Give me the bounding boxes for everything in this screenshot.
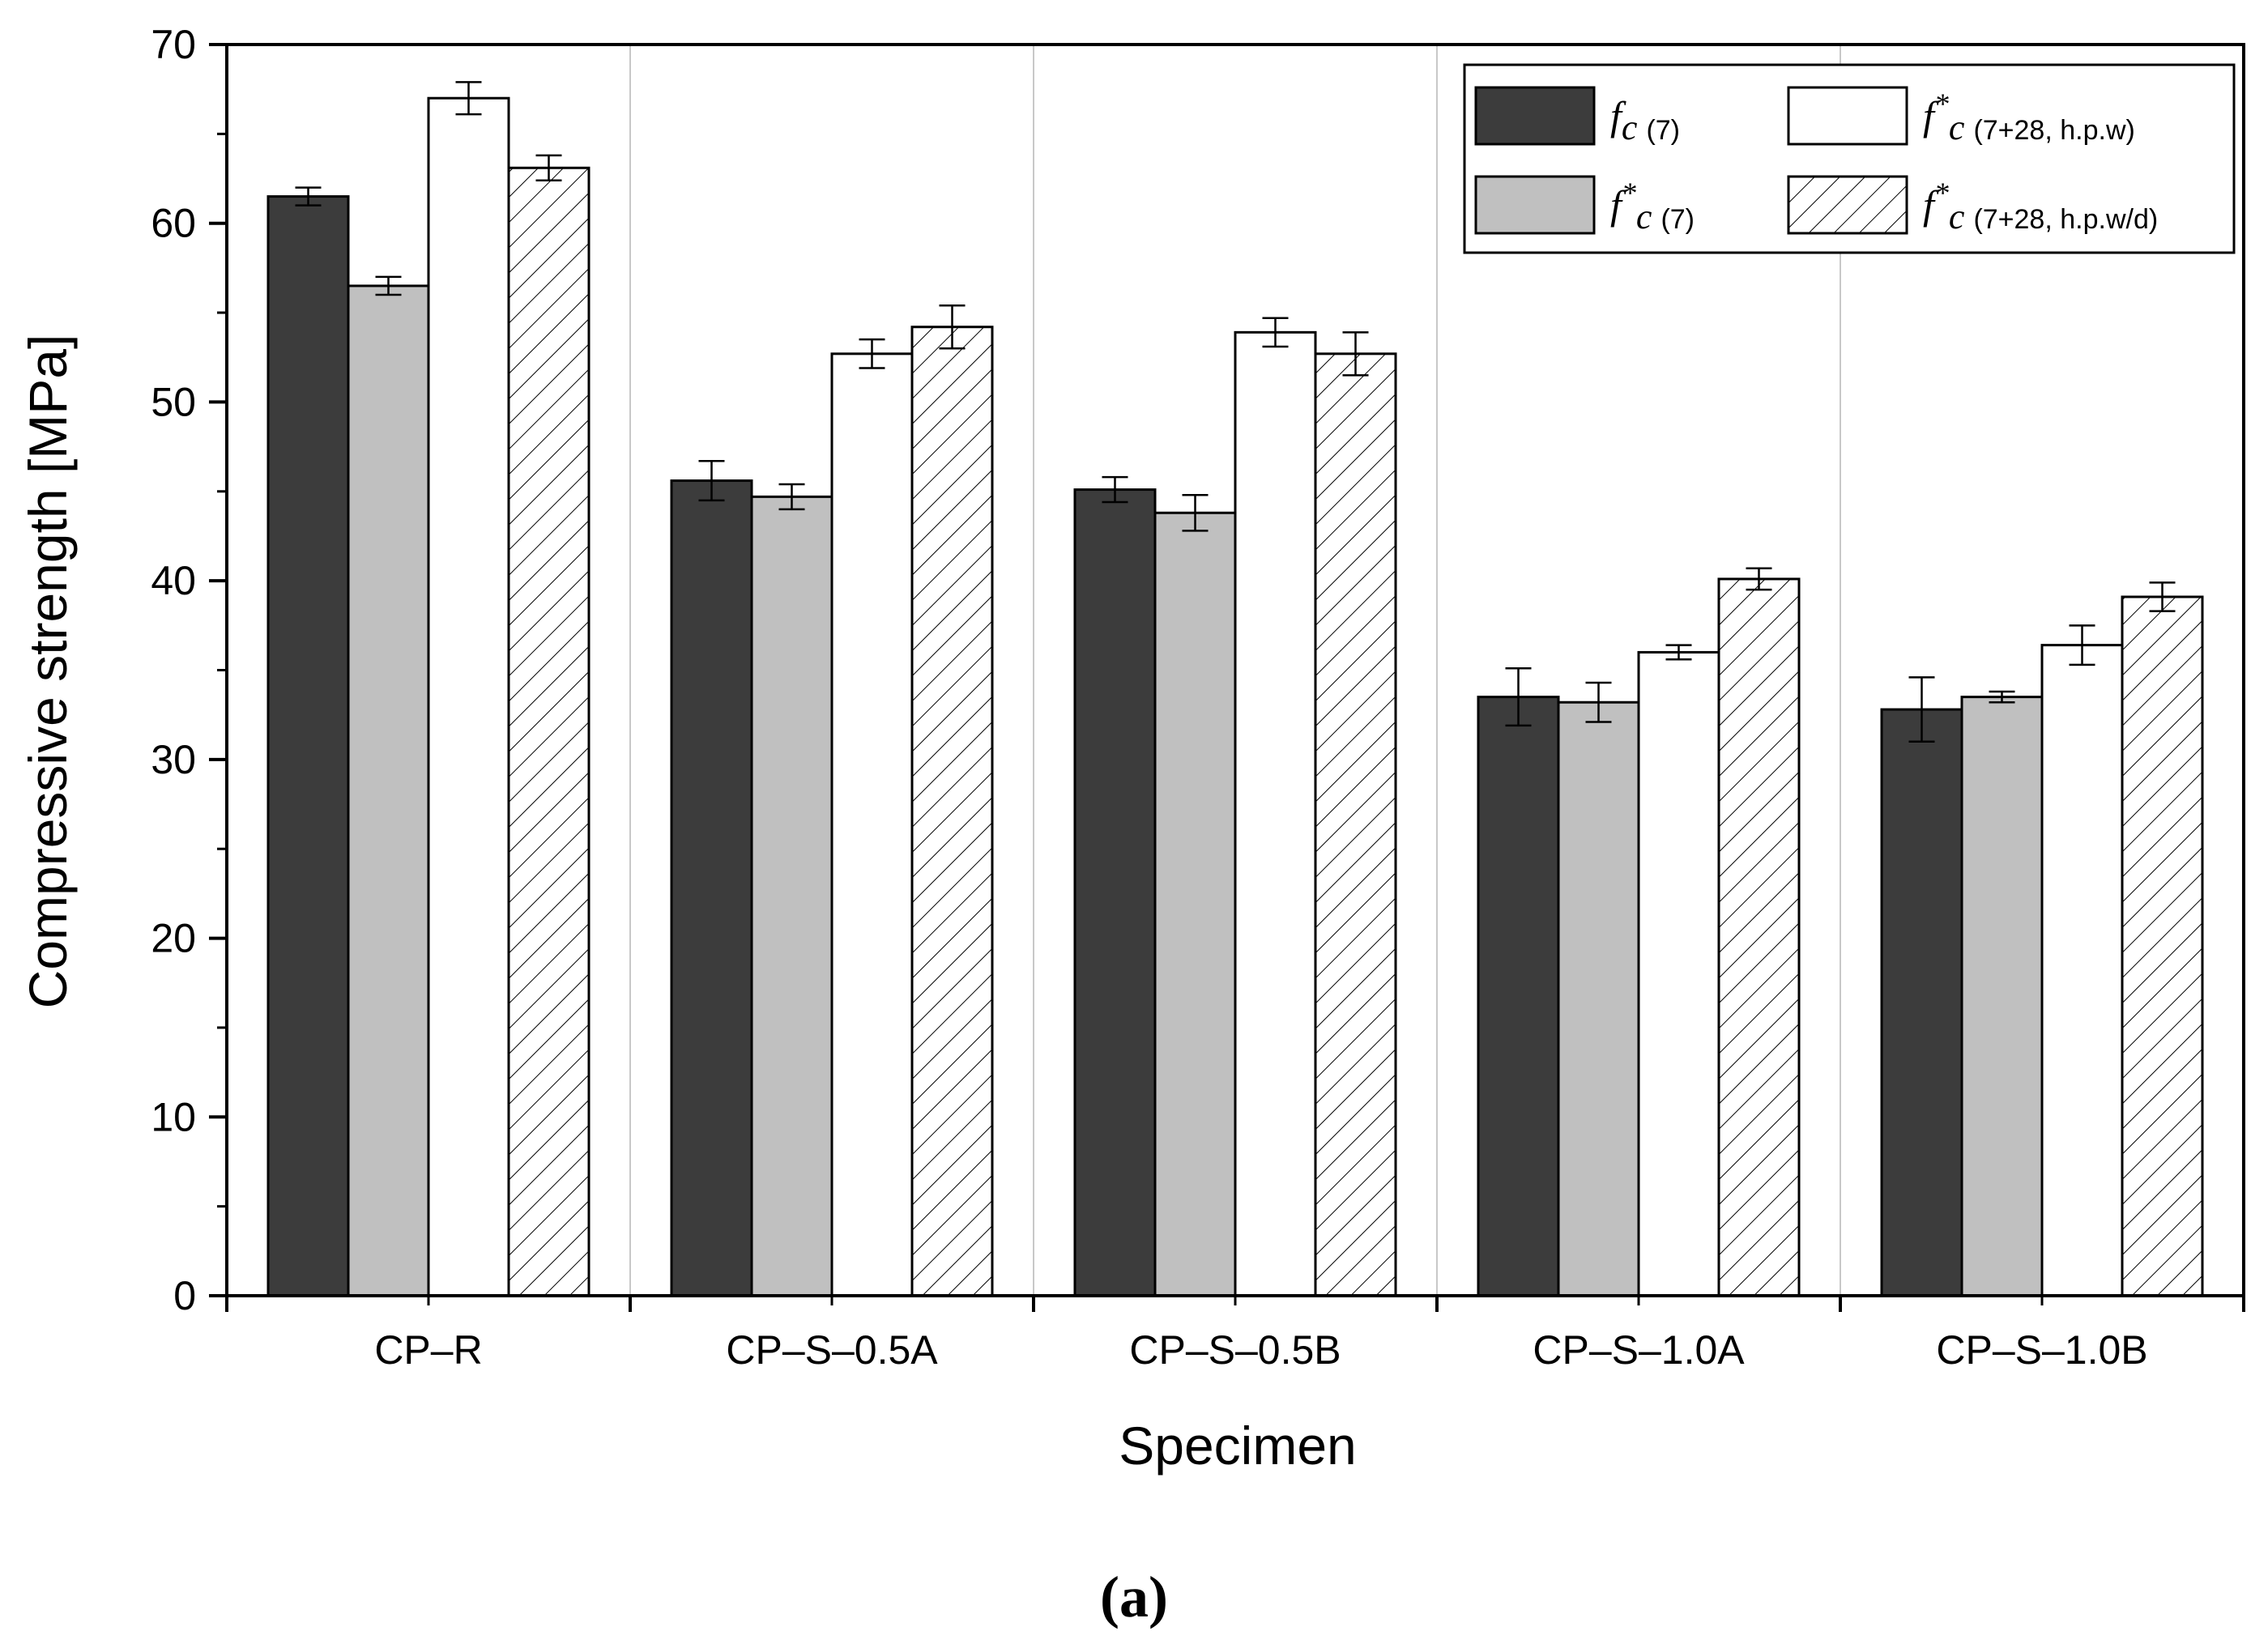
y-axis-title: Compressive strength [MPa] [18,334,78,1009]
bar [1314,352,1397,1297]
x-tick-label: CP–S–1.0A [1533,1327,1745,1373]
x-tick-label: CP–R [374,1327,482,1373]
bar [347,284,430,1297]
legend-swatch [1474,86,1596,146]
legend-swatch [1787,175,1908,235]
bars [266,81,2204,1297]
legend-label: f*c (7+28, h.p.w/d) [1923,177,2158,236]
bar [1880,708,1963,1297]
bar [1717,577,1801,1297]
axes: 0 10 20 30 40 50 60 70 CP–R CP–S–0.5A CP–S–0.5B CP–… [151,22,2245,1373]
bar [1153,511,1237,1297]
bar [1234,330,1317,1297]
x-tick-label: CP–S–0.5A [726,1327,938,1373]
y-tick-label: 70 [151,22,196,67]
y-tick-label: 50 [151,379,196,424]
bar [2040,644,2124,1297]
bar [266,195,350,1297]
y-tick-label: 30 [151,737,196,782]
bar [830,352,914,1297]
y-tick-label: 0 [173,1273,196,1318]
legend-label: fc (7) [1610,93,1680,147]
bar [427,96,510,1297]
bar [910,326,994,1297]
bar [1557,701,1640,1297]
bar [670,479,753,1297]
bar [1960,696,2044,1297]
legend-label: f*c (7) [1610,177,1695,236]
bar [1477,696,1560,1297]
bar [2121,595,2204,1297]
x-tick-label: CP–S–0.5B [1129,1327,1341,1373]
bar [1637,650,1720,1297]
figure-caption: (a) [1100,1565,1168,1629]
bar [1073,488,1157,1297]
legend-swatch [1787,86,1908,146]
legend: fc (7)f*c (7)f*c (7+28, h.p.w)f*c (7+28,… [1463,63,2236,254]
bar [750,495,833,1297]
legend-swatch [1474,175,1596,235]
x-tick-label: CP–S–1.0B [1936,1327,2147,1373]
y-tick-label: 20 [151,916,196,961]
y-tick-label: 10 [151,1094,196,1139]
x-axis-title: Specimen [1119,1416,1357,1476]
y-tick-label: 60 [151,201,196,246]
bar [507,166,590,1297]
y-tick-label: 40 [151,558,196,603]
